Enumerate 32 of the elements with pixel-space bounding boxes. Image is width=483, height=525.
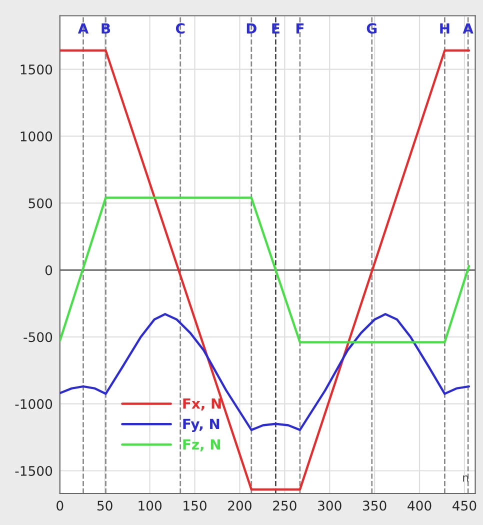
y-tick-label: 0	[45, 265, 52, 276]
ref-line-label: G	[366, 23, 377, 34]
line-series	[60, 196, 470, 344]
ref-line-label: H	[440, 23, 450, 34]
x-tick-label: 250	[273, 500, 296, 511]
annotation: n	[463, 475, 468, 482]
y-tick-label: -500	[24, 332, 52, 342]
x-tick-label: 0	[56, 500, 64, 511]
legend-label: Fy, N	[183, 418, 220, 432]
y-tick-label: 500	[28, 198, 52, 208]
y-tick-label: -1500	[15, 466, 52, 476]
x-tick-label: 150	[184, 500, 206, 511]
y-tick-label: 1000	[20, 131, 52, 142]
x-tick-label: 300	[318, 500, 342, 511]
y-tick-label: -1000	[15, 399, 52, 410]
x-tick-label: 100	[138, 500, 162, 511]
x-tick-label: 50	[97, 500, 112, 511]
ref-line-label: B	[102, 23, 110, 34]
ref-line-label: A	[462, 23, 474, 34]
x-tick-label: 400	[408, 500, 432, 511]
x-tick-label: 200	[228, 500, 252, 511]
ref-line-label: F	[296, 23, 304, 34]
ref-line-label: D	[246, 23, 256, 34]
x-tick-label: 450	[452, 500, 476, 511]
x-tick-label: 350	[362, 500, 386, 511]
ref-line-label: C	[176, 23, 185, 34]
ref-line-label: A	[78, 23, 89, 34]
legend-label: Fx, N	[183, 398, 221, 411]
ref-line-label: E	[272, 23, 280, 34]
y-tick-label: 1500	[20, 64, 52, 74]
legend-label: Fz, N	[183, 439, 220, 452]
line-series	[60, 313, 470, 432]
